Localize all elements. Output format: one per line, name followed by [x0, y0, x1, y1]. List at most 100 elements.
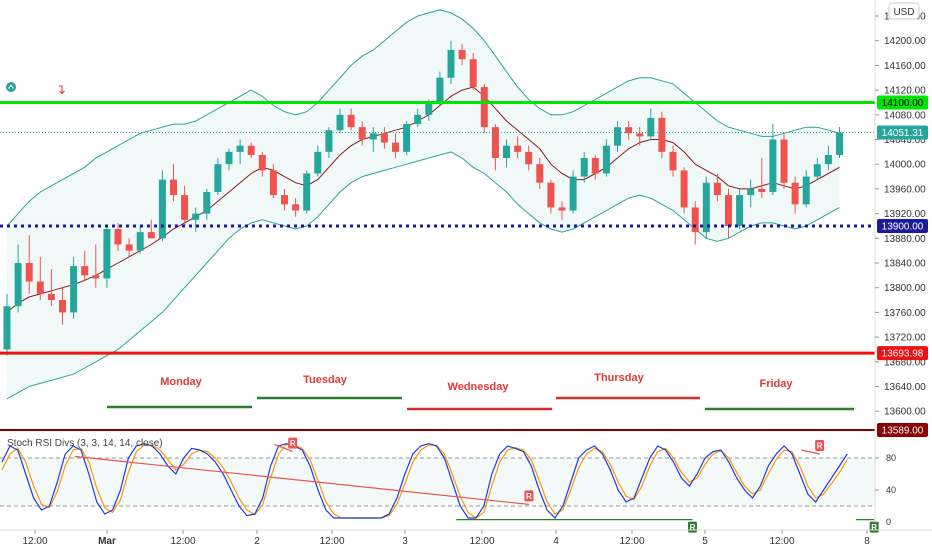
time-tick-label: 8 [864, 536, 870, 547]
candle-body [747, 188, 755, 196]
candle [836, 127, 843, 159]
price-box-low [877, 346, 928, 361]
candle [236, 139, 244, 165]
candle [192, 207, 200, 233]
candle-body [713, 182, 721, 196]
candle [614, 120, 621, 152]
price-tick-label: 13760.00 [884, 308, 926, 319]
candle [791, 176, 799, 214]
price-tick-label: 13600.00 [884, 407, 926, 418]
bollinger-bands [6, 9, 840, 400]
price-box-label-low: 13693.98 [882, 349, 924, 360]
price-tick-label: 14040.00 [884, 135, 926, 146]
up-arrow-icon[interactable] [6, 82, 16, 92]
candle-body [791, 182, 799, 205]
candle-body [369, 133, 377, 140]
candle [580, 151, 588, 183]
divergence-badge-label-2: R [690, 523, 696, 532]
candle-body [669, 151, 677, 171]
candle-body [447, 49, 455, 78]
day-label-wednesday: Wednesday [448, 381, 510, 393]
candle [147, 219, 155, 239]
candle-body [614, 127, 621, 146]
candle [314, 145, 322, 177]
down-arrow-icon[interactable] [59, 85, 65, 95]
candle-body [236, 145, 244, 152]
candle-body [658, 117, 666, 152]
candle [625, 120, 633, 140]
candle-body [591, 158, 599, 174]
bollinger-fill [7, 9, 840, 399]
candle-body [802, 176, 810, 205]
time-tick-label: 12:00 [769, 536, 794, 547]
time-tick-label: 4 [553, 536, 559, 547]
candle-body [47, 293, 55, 301]
candle [81, 250, 89, 282]
candle-body [414, 114, 422, 125]
candle-body [36, 281, 44, 294]
candle [114, 222, 122, 251]
candle-body [81, 266, 89, 276]
currency-badge[interactable]: USD [888, 2, 920, 20]
candle-body [525, 151, 533, 165]
divergence-badge-4 [815, 440, 825, 451]
time-tick-label: 12:00 [22, 536, 47, 547]
day-label-thursday: Thursday [594, 372, 644, 384]
candle-body [469, 59, 477, 88]
candle-body [314, 151, 322, 174]
day-label-friday: Friday [759, 378, 793, 390]
divergence-line-0 [74, 455, 529, 505]
candle [525, 145, 533, 171]
candle [292, 198, 300, 217]
candle [725, 188, 732, 239]
candle-body [192, 213, 200, 220]
divergence-badge-label-0: R [526, 492, 532, 501]
divergence-badge-1 [288, 437, 298, 449]
candle [569, 170, 577, 214]
candle [258, 151, 266, 177]
time-axis[interactable]: 12:00 Mar 12:00 2 12:00 3 12:00 4 12:00 5 12:00 8 [0, 529, 932, 547]
candle [758, 158, 766, 199]
currency-label: USD [893, 7, 914, 18]
indicator-header: Stoch RSI Divs (3, 3, 14, 14, close) [7, 438, 163, 449]
candle [647, 108, 655, 140]
bollinger-basis [6, 86, 840, 313]
candle [325, 127, 333, 159]
candle-body [425, 102, 433, 115]
candle [691, 201, 699, 245]
candle [469, 53, 477, 91]
toolbar-icons[interactable] [6, 82, 65, 95]
stoch-d-line [1, 443, 848, 519]
candle [680, 167, 688, 214]
horizontal-levels [0, 100, 875, 431]
candle [547, 179, 555, 214]
candle-body [358, 127, 366, 140]
candle-body [336, 114, 344, 131]
divergence-line-1 [274, 443, 293, 453]
candle-body [158, 179, 166, 239]
day-label-tuesday: Tuesday [303, 374, 348, 386]
candle-body [736, 195, 744, 226]
candle-body [114, 229, 122, 245]
candle [70, 256, 78, 319]
candle [225, 148, 233, 171]
candle-body [281, 195, 288, 205]
candle-body [147, 232, 155, 239]
price-tick-label: 13800.00 [884, 283, 926, 294]
candle [336, 108, 344, 134]
indicator-title[interactable]: Stoch RSI Divs (3, 3, 14, 14, close) [7, 438, 163, 449]
candle [636, 127, 644, 146]
candle-body [303, 173, 311, 211]
currency-badge-frame [888, 2, 920, 20]
candlesticks [3, 40, 843, 356]
price-tick-label: 14200.00 [884, 36, 926, 47]
candle-body [514, 145, 522, 152]
price-tick-label: 13920.00 [884, 209, 926, 220]
price-tick-label: 13720.00 [884, 333, 926, 344]
rsi-tick-label: 0 [886, 517, 891, 527]
price-tick-label: 14080.00 [884, 110, 926, 121]
candle [780, 133, 788, 189]
candle [269, 164, 277, 199]
price-tick-label: 13880.00 [884, 234, 926, 245]
